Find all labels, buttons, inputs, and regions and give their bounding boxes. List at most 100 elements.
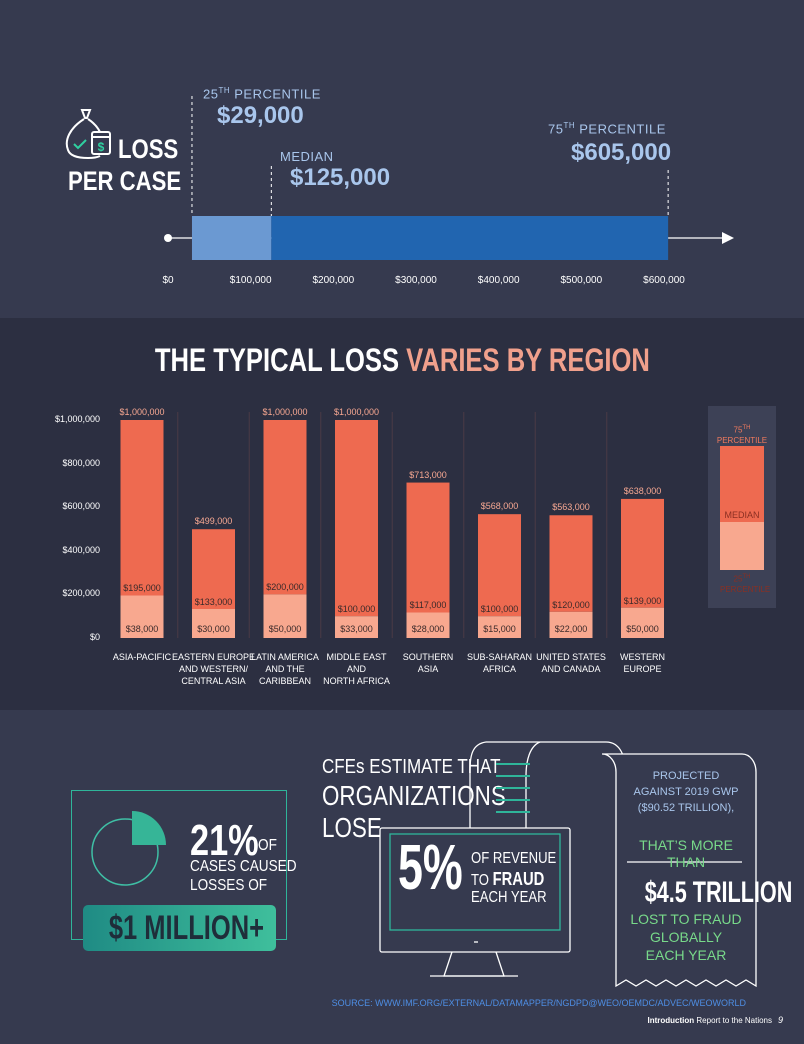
receipt-more-than: THAT’S MORE THAN xyxy=(639,837,733,870)
label-median: $117,000 xyxy=(409,600,447,611)
page-number: 9 xyxy=(778,1015,784,1025)
bar-lower xyxy=(120,595,164,638)
receipt-amount: $4.5 TRILLION xyxy=(644,876,793,909)
range-tick-label: $500,000 xyxy=(560,275,603,286)
bar-upper xyxy=(263,420,307,595)
p25-label: 25TH PERCENTILE xyxy=(203,86,321,102)
label-p75: $638,000 xyxy=(623,485,662,496)
money-bag-icon: $ xyxy=(65,109,111,160)
range-bar-p25-median xyxy=(191,216,272,260)
range-axis-arrow xyxy=(722,232,734,244)
label-p25: $33,000 xyxy=(340,624,373,634)
region-y-tick: $600,000 xyxy=(62,501,100,512)
estimate-line2: ORGANIZATIONS xyxy=(322,780,506,811)
footer-report: Introduction Report to the Nations xyxy=(647,1016,773,1025)
bar-lower xyxy=(549,611,593,638)
p75-label: 75TH PERCENTILE xyxy=(548,121,666,137)
bar-upper xyxy=(120,420,164,596)
label-p25: $28,000 xyxy=(411,624,445,634)
legend-p75: 75TH PERCENTILE xyxy=(716,425,768,445)
bar-upper xyxy=(478,514,521,617)
legend-lower-swatch xyxy=(720,522,764,570)
estimate-rev1: OF REVENUE xyxy=(471,850,557,867)
receipt-projected: PROJECTED AGAINST 2019 GWP ($90.52 TRILLIO… xyxy=(633,770,739,814)
label-median: $100,000 xyxy=(337,604,376,615)
million-line3: LOSSES OF xyxy=(190,877,268,894)
loss-title-line2: PER CASE xyxy=(68,166,182,196)
label-p25: $38,000 xyxy=(125,624,159,634)
legend-upper-swatch xyxy=(720,446,764,522)
region-category-label: ASIA-PACIFIC xyxy=(112,652,172,662)
range-tick-label: $0 xyxy=(162,275,174,286)
svg-text:$: $ xyxy=(98,140,105,154)
label-p75: $1,000,000 xyxy=(333,407,380,417)
label-median: $200,000 xyxy=(266,582,304,593)
label-p25: $50,000 xyxy=(268,624,302,634)
region-category-label: SUB-SAHARAN AFRICA xyxy=(466,652,532,674)
label-p75: $1,000,000 xyxy=(262,407,308,417)
range-axis-origin xyxy=(164,234,172,242)
label-p75: $1,000,000 xyxy=(119,407,165,417)
estimate-line3: LOSE xyxy=(322,812,382,843)
bar-lower xyxy=(478,616,521,638)
bar-lower xyxy=(621,607,664,638)
median-label: MEDIAN xyxy=(280,149,334,164)
label-p75: $568,000 xyxy=(480,501,519,512)
label-median: $100,000 xyxy=(480,604,519,615)
range-tick-label: $600,000 xyxy=(643,275,685,286)
region-category-label: LATIN AMERICA AND THE CARIBBEAN xyxy=(251,652,319,686)
label-p25: $15,000 xyxy=(483,624,516,634)
pie-chart-icon xyxy=(91,811,166,886)
million-badge: $1 MILLION+ xyxy=(83,905,276,951)
bar-lower xyxy=(192,609,235,638)
region-category-label: EASTERN EUROPE AND WESTERN/ CENTRAL ASIA xyxy=(171,652,256,686)
region-category-label: WESTERN EUROPE xyxy=(620,652,665,674)
loss-title-line1: LOSS xyxy=(118,134,179,164)
label-p75: $713,000 xyxy=(409,469,447,480)
label-median: $139,000 xyxy=(623,595,662,606)
estimate-big: 5% xyxy=(398,831,463,903)
bar-lower xyxy=(263,594,307,638)
bar-upper xyxy=(192,529,235,610)
million-line2: CASES CAUSED xyxy=(190,858,297,875)
range-tick-label: $400,000 xyxy=(477,275,520,286)
stats-section: 21% OF CASES CAUSED LOSSES OF $1 MILLION… xyxy=(0,710,804,1044)
bar-lower xyxy=(335,616,378,638)
legend-p25: 25TH PERCENTILE xyxy=(720,574,771,594)
region-y-tick: $400,000 xyxy=(62,544,100,555)
label-median: $195,000 xyxy=(123,583,161,594)
label-p25: $50,000 xyxy=(626,624,659,634)
region-y-tick: $800,000 xyxy=(62,457,100,468)
bar-upper xyxy=(621,498,664,608)
median-value: $125,000 xyxy=(290,164,391,191)
range-tick-label: $300,000 xyxy=(395,275,437,286)
million-of: OF xyxy=(258,837,277,854)
region-category-label: UNITED STATES AND CANADA xyxy=(536,652,606,674)
receipt-lost: LOST TO FRAUD GLOBALLY EACH YEAR xyxy=(630,911,742,963)
region-category-label: SOUTHERN ASIA xyxy=(402,652,454,674)
loss-range-chart xyxy=(164,96,734,260)
loss-per-case-section: $ LOSS PER CASE 25TH PERCENTILE $29,000 … xyxy=(0,0,804,318)
million-percent: 21% xyxy=(190,816,259,865)
p75-value: $605,000 xyxy=(571,139,672,166)
bar-upper xyxy=(335,420,378,617)
p25-value: $29,000 xyxy=(217,102,304,129)
region-y-tick: $0 xyxy=(89,632,100,642)
monitor-receipt-icon xyxy=(379,741,757,988)
bar-lower xyxy=(406,612,450,638)
label-p25: $22,000 xyxy=(554,624,588,634)
region-bar-chart xyxy=(120,412,664,638)
region-section: THE TYPICAL LOSS VARIES BY REGION $0 $200… xyxy=(0,318,804,710)
estimate-rev2: TO FRAUD xyxy=(471,869,545,889)
label-p75: $563,000 xyxy=(552,502,590,513)
bar-upper xyxy=(406,482,450,613)
label-median: $120,000 xyxy=(552,599,590,610)
range-tick-label: $100,000 xyxy=(229,275,272,286)
source-text: SOURCE: WWW.IMF.ORG/EXTERNAL/DATAMAPPER/… xyxy=(331,998,746,1008)
range-bar-median-p75 xyxy=(271,216,669,260)
range-tick-label: $200,000 xyxy=(312,275,355,286)
label-p75: $499,000 xyxy=(194,516,233,527)
bar-upper xyxy=(549,515,593,612)
label-p25: $30,000 xyxy=(197,624,230,634)
region-y-tick: $1,000,000 xyxy=(54,414,100,424)
